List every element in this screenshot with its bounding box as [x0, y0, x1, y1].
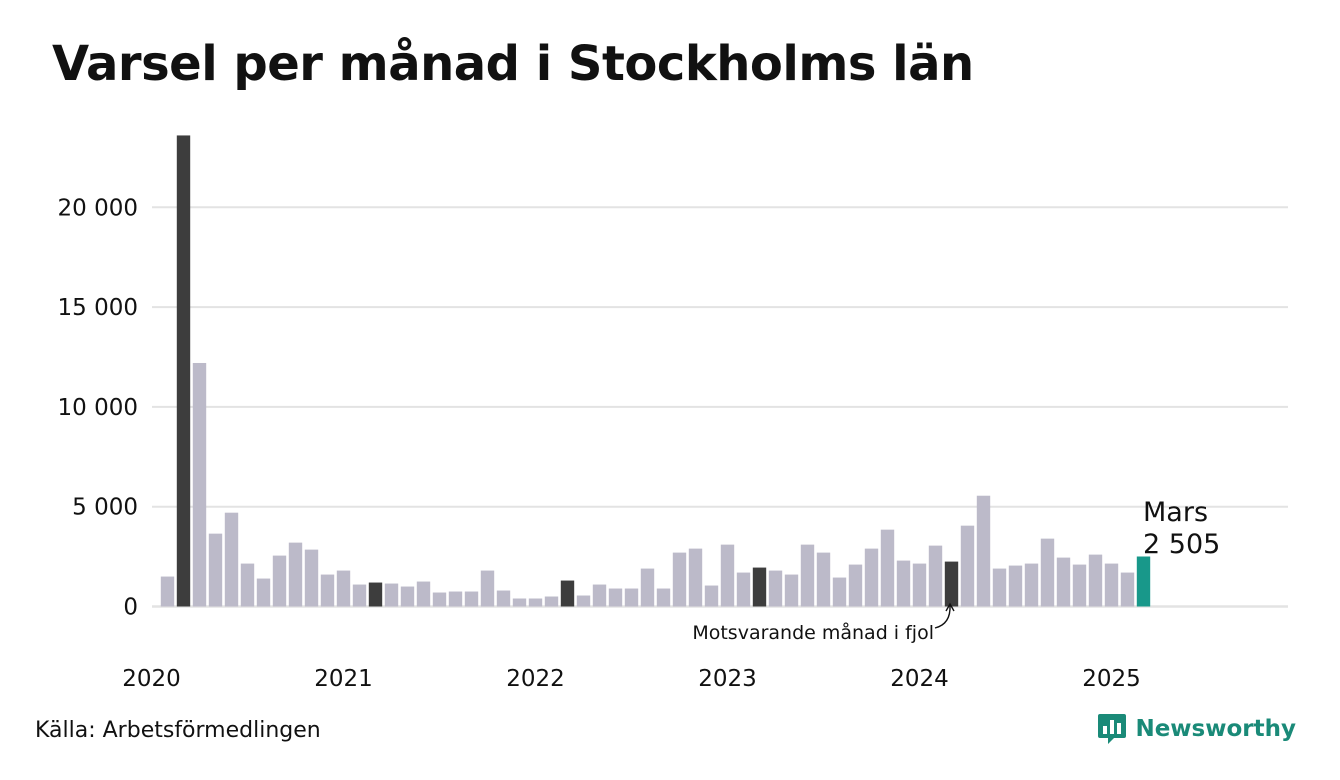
bar — [192, 362, 207, 607]
bar — [976, 495, 991, 607]
current-month-label: Mars — [1143, 497, 1208, 528]
x-tick-label: 2021 — [314, 666, 373, 692]
bar — [960, 525, 975, 607]
bar — [1008, 565, 1023, 607]
annotations: Motsvarande månad i fjol Mars 2 505 — [692, 497, 1220, 644]
bar — [1104, 563, 1119, 607]
bar — [256, 578, 271, 607]
y-tick-label: 15 000 — [58, 295, 138, 321]
bar — [240, 563, 255, 607]
bar — [208, 533, 223, 607]
bars — [160, 135, 1151, 607]
bar — [592, 584, 607, 607]
bar — [928, 545, 943, 607]
y-axis-labels: 0 5 000 10 000 15 000 20 000 — [58, 195, 138, 620]
bar — [864, 548, 879, 607]
bar — [1120, 572, 1135, 607]
bar — [1088, 554, 1103, 607]
x-tick-label: 2023 — [698, 666, 757, 692]
y-tick-label: 0 — [123, 595, 138, 621]
bar — [320, 574, 335, 607]
bar — [160, 576, 175, 607]
x-tick-label: 2025 — [1082, 666, 1141, 692]
bar — [624, 588, 639, 607]
x-tick-label: 2024 — [890, 666, 949, 692]
bar — [512, 598, 527, 607]
bar — [1136, 556, 1151, 607]
bar — [432, 592, 447, 607]
bar — [528, 598, 543, 607]
bar — [224, 512, 239, 607]
bar — [304, 549, 319, 607]
source-note: Källa: Arbetsförmedlingen — [35, 718, 321, 743]
bar — [720, 544, 735, 607]
current-value-label: 2 505 — [1143, 529, 1220, 560]
x-tick-label: 2022 — [506, 666, 565, 692]
bar — [352, 584, 367, 607]
bar — [1072, 564, 1087, 607]
bar — [688, 548, 703, 607]
annotation-same-month: Motsvarande månad i fjol — [692, 621, 934, 644]
newsworthy-logo-icon — [1098, 714, 1127, 744]
bar — [400, 586, 415, 607]
bar — [480, 570, 495, 607]
bar — [640, 568, 655, 607]
x-tick-label: 2020 — [122, 666, 181, 692]
bar — [1040, 538, 1055, 607]
y-tick-label: 5 000 — [72, 495, 138, 521]
bar — [736, 572, 751, 607]
bar — [896, 560, 911, 607]
bar — [1056, 557, 1071, 607]
bar — [656, 588, 671, 607]
bar — [496, 590, 511, 607]
annotation-arrowhead — [945, 602, 955, 612]
x-axis-labels: 2020 2021 2022 2023 2024 2025 — [122, 666, 1141, 692]
bar — [368, 582, 383, 607]
bar — [416, 581, 431, 607]
bar — [608, 588, 623, 607]
bar — [800, 544, 815, 607]
bar — [848, 564, 863, 607]
bar — [752, 567, 767, 607]
bar — [336, 570, 351, 607]
bar — [816, 552, 831, 607]
y-tick-label: 20 000 — [58, 195, 138, 221]
bar — [704, 585, 719, 607]
bar — [560, 580, 575, 607]
bar — [544, 596, 559, 607]
bar — [288, 542, 303, 607]
bar — [784, 574, 799, 607]
newsworthy-logo: Newsworthy — [1097, 712, 1296, 746]
bar — [992, 568, 1007, 607]
bar — [464, 591, 479, 607]
bar — [944, 561, 959, 607]
bar — [768, 570, 783, 607]
bar — [880, 529, 895, 607]
bar — [912, 563, 927, 607]
bar — [832, 577, 847, 607]
bar — [272, 555, 287, 607]
chart-title: Varsel per månad i Stockholms län — [52, 36, 974, 92]
y-tick-label: 10 000 — [58, 395, 138, 421]
bar — [672, 552, 687, 607]
bar — [448, 591, 463, 607]
bar — [576, 595, 591, 607]
annotation-arrow — [934, 604, 951, 629]
bar — [384, 583, 399, 607]
bar — [176, 135, 191, 607]
brand-name: Newsworthy — [1135, 716, 1296, 742]
gridlines — [152, 206, 1288, 608]
bar — [1024, 563, 1039, 607]
